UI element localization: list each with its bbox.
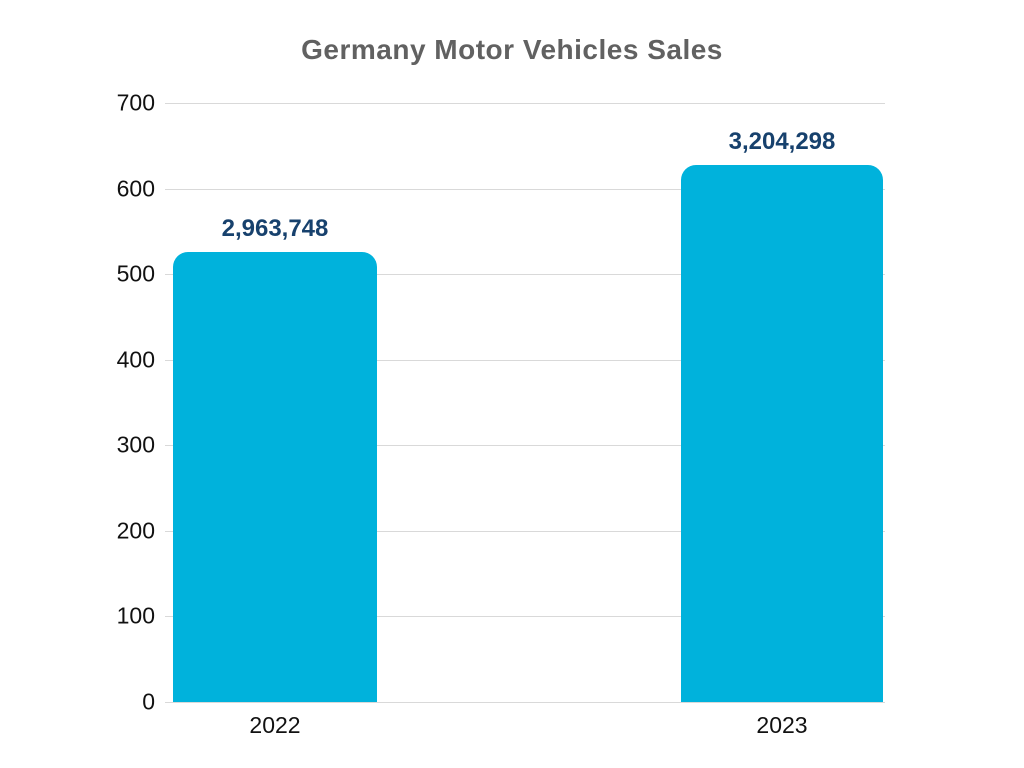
y-tick-label: 500 xyxy=(116,260,155,287)
gridline-700: 700 xyxy=(117,91,885,114)
y-tick-label: 600 xyxy=(116,175,155,202)
gridline-500: 500 xyxy=(117,262,885,285)
bar-value-label-2023: 3,204,298 xyxy=(728,128,836,156)
plot-area: 700 600 500 400 300 200 100 0 2,963,748 … xyxy=(117,91,885,738)
x-tick-label-2022: 2022 xyxy=(249,712,301,738)
gridline-200: 200 xyxy=(117,519,885,542)
y-tick-label: 300 xyxy=(116,431,155,458)
bar-group-2023: 3,204,298 2023 xyxy=(681,103,883,738)
gridline-600: 600 xyxy=(117,177,885,200)
bar-value-label-2022: 2,963,748 xyxy=(221,214,329,242)
bar-2022 xyxy=(173,251,377,702)
gridline-0: 0 xyxy=(142,690,885,713)
y-tick-label: 100 xyxy=(116,603,155,630)
gridline-400: 400 xyxy=(117,348,885,371)
gridline-100: 100 xyxy=(117,605,885,628)
y-tick-label: 400 xyxy=(116,346,155,373)
chart-title: Germany Motor Vehicles Sales xyxy=(301,34,723,65)
x-tick-label-2023: 2023 xyxy=(756,712,808,738)
y-tick-label: 0 xyxy=(142,688,155,715)
gridline-300: 300 xyxy=(117,433,885,456)
bar-2023 xyxy=(681,165,883,702)
y-tick-label: 700 xyxy=(116,89,155,116)
bar-group-2022: 2,963,748 2022 xyxy=(173,103,377,738)
y-tick-label: 200 xyxy=(116,517,155,544)
